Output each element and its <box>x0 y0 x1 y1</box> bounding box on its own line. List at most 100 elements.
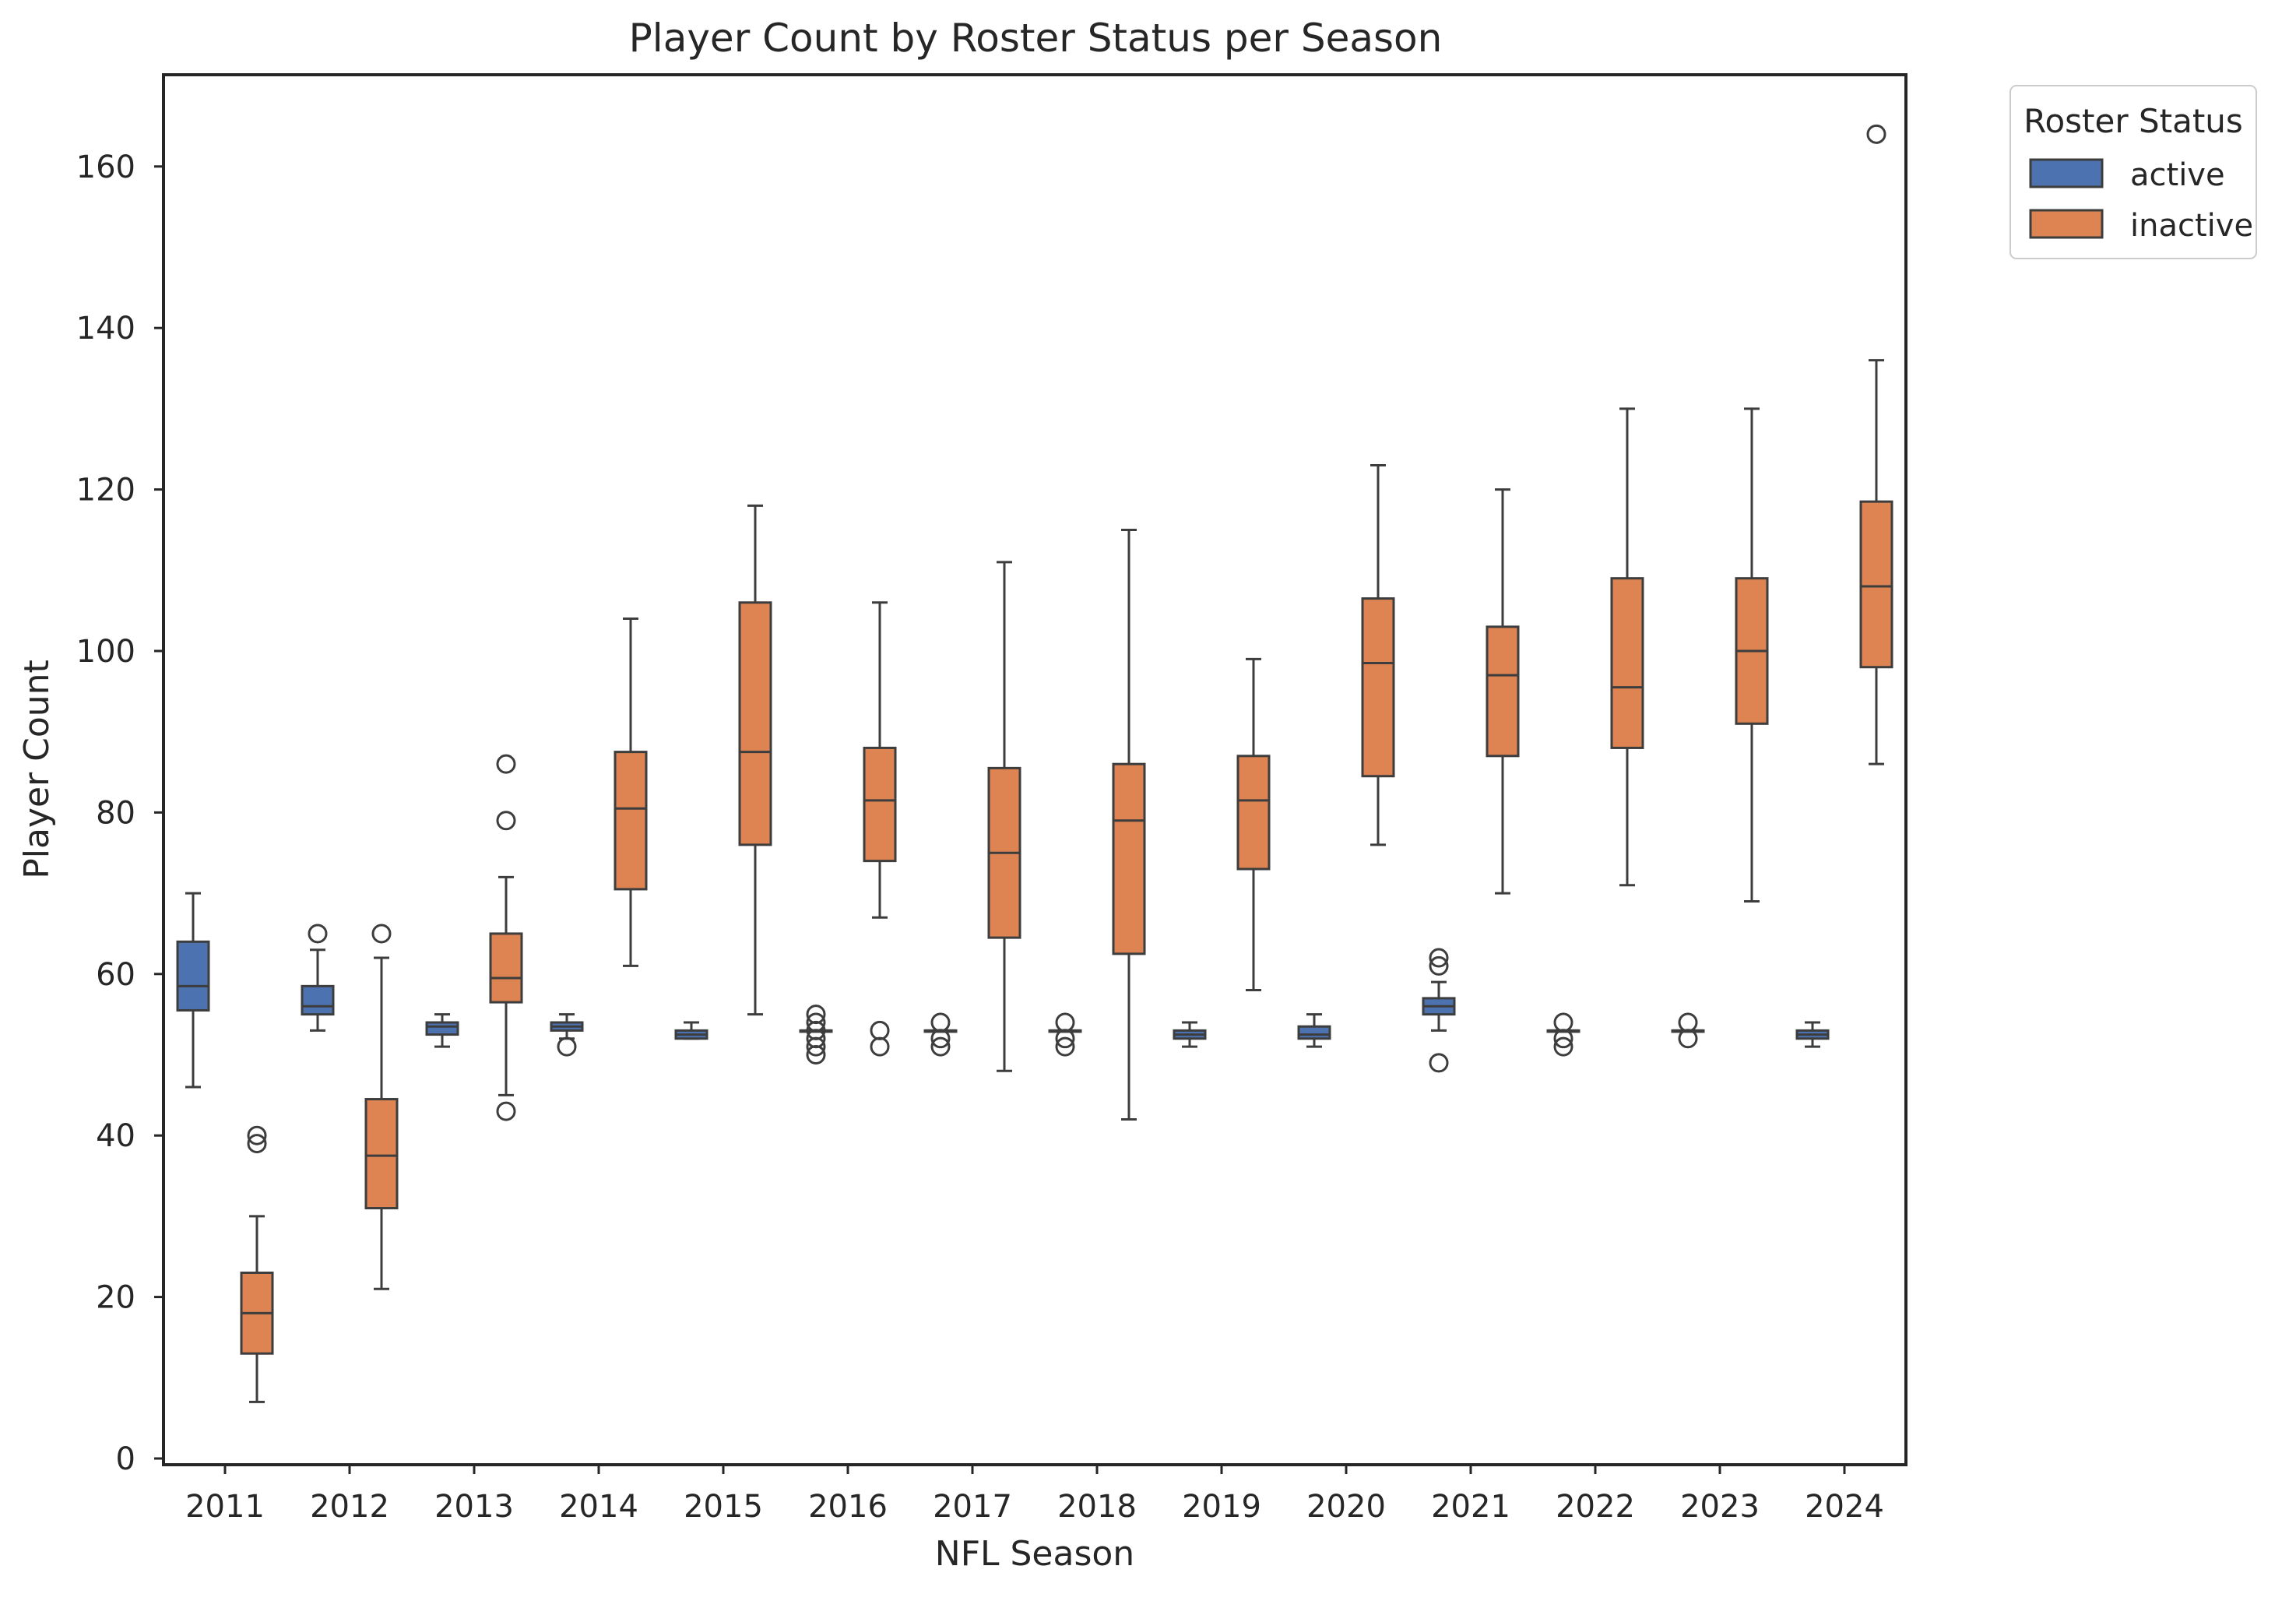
y-tick-label: 0 <box>116 1441 135 1477</box>
outlier-point <box>1429 1053 1449 1073</box>
box-inactive-2013 <box>489 754 523 1121</box>
box-active-2016 <box>799 1005 833 1064</box>
box-body <box>301 984 335 1016</box>
box-body <box>614 751 648 891</box>
box-body <box>1610 577 1644 749</box>
box-inactive-2018 <box>1112 528 1146 1121</box>
x-tick-label: 2014 <box>559 1489 638 1525</box>
x-tick-label: 2012 <box>310 1489 389 1525</box>
box-plot-series <box>176 124 1893 1403</box>
plot-area-frame <box>162 73 1907 1466</box>
outlier-point <box>806 1045 826 1064</box>
box-body <box>364 1098 399 1210</box>
y-tick-label: 100 <box>76 634 135 670</box>
box-inactive-2011 <box>240 1125 274 1403</box>
box-active-2013 <box>425 1013 459 1048</box>
y-tick-label: 60 <box>96 957 135 993</box>
outlier-point <box>308 924 328 944</box>
outlier-point <box>496 811 516 831</box>
box-body <box>1236 755 1271 871</box>
legend-label-active: active <box>2130 157 2225 193</box>
box-body <box>738 601 772 846</box>
x-tick-label: 2016 <box>808 1489 888 1525</box>
series-active <box>176 892 1830 1089</box>
x-tick-label: 2023 <box>1680 1489 1760 1525</box>
outlier-point <box>870 1036 890 1057</box>
outlier-point <box>247 1125 267 1145</box>
x-tick-label: 2024 <box>1805 1489 1884 1525</box>
y-tick-label: 80 <box>96 795 135 831</box>
outlier-point <box>806 1036 826 1057</box>
chart-title: Player Count by Roster Status per Season <box>629 16 1443 61</box>
outlier-point <box>1678 1029 1698 1049</box>
legend-title: Roster Status <box>2024 102 2243 140</box>
box-body <box>1297 1025 1331 1040</box>
y-tick-label: 120 <box>76 473 135 508</box>
box-inactive-2016 <box>863 601 897 1057</box>
legend-swatch-active <box>2029 158 2104 188</box>
x-tick-label: 2017 <box>933 1489 1012 1525</box>
box-inactive-2022 <box>1610 407 1644 887</box>
x-tick-label: 2021 <box>1431 1489 1510 1525</box>
outlier-point <box>371 924 392 944</box>
box-body <box>1361 597 1395 778</box>
y-axis-label: Player Count <box>17 660 57 879</box>
box-inactive-2017 <box>987 561 1021 1072</box>
box-body <box>176 940 210 1012</box>
x-tick-label: 2015 <box>684 1489 763 1525</box>
outlier-point <box>1055 1036 1075 1057</box>
legend: Roster Status active inactive <box>2009 85 2257 259</box>
y-tick-label: 40 <box>96 1118 135 1154</box>
x-tick-label: 2019 <box>1182 1489 1261 1525</box>
y-axis-ticks: 0 20 40 60 80 100 120 140 160 <box>76 150 163 1477</box>
outlier-point <box>1553 1036 1573 1057</box>
legend-swatch-inactive <box>2029 209 2104 239</box>
box-inactive-2023 <box>1735 407 1769 903</box>
outlier-point <box>496 754 516 774</box>
box-active-2015 <box>674 1021 708 1040</box>
legend-label-inactive: inactive <box>2130 208 2253 244</box>
box-body <box>489 932 523 1004</box>
y-tick-label: 20 <box>96 1280 135 1316</box>
box-body <box>425 1021 459 1036</box>
box-inactive-2015 <box>738 504 772 1016</box>
box-active-2014 <box>550 1013 584 1057</box>
box-inactive-2020 <box>1361 463 1395 846</box>
box-inactive-2014 <box>614 618 648 967</box>
series-inactive <box>240 124 1893 1403</box>
box-active-2011 <box>176 892 210 1089</box>
box-body <box>863 746 897 863</box>
box-body <box>1486 625 1520 758</box>
y-tick-label: 160 <box>76 150 135 185</box>
outlier-point <box>1429 955 1449 976</box>
box-inactive-2024 <box>1859 124 1893 765</box>
box-body <box>1859 500 1893 669</box>
outlier-point <box>247 1134 267 1154</box>
x-axis-label: NFL Season <box>935 1534 1134 1574</box>
box-inactive-2012 <box>364 924 399 1290</box>
x-tick-label: 2011 <box>185 1489 265 1525</box>
outlier-point <box>557 1036 577 1057</box>
box-active-2012 <box>301 924 335 1032</box>
outlier-point <box>496 1101 516 1121</box>
outlier-point <box>1055 1029 1075 1049</box>
outlier-point <box>930 1029 951 1049</box>
x-tick-label: 2013 <box>434 1489 514 1525</box>
box-inactive-2019 <box>1236 657 1271 992</box>
outlier-point <box>930 1036 951 1057</box>
outlier-point <box>1429 948 1449 968</box>
box-inactive-2021 <box>1486 488 1520 895</box>
x-axis-ticks: 2011 2012 2013 2014 2015 2016 2017 2018 2019 2020… <box>185 1465 1884 1525</box>
box-active-2023 <box>1671 1012 1705 1049</box>
box-body <box>1112 762 1146 955</box>
outlier-point <box>1866 124 1886 144</box>
box-active-2021 <box>1422 948 1456 1073</box>
y-tick-label: 140 <box>76 311 135 347</box>
box-active-2024 <box>1795 1021 1830 1048</box>
box-active-2020 <box>1297 1013 1331 1048</box>
box-active-2017 <box>923 1012 958 1057</box>
outlier-point <box>1553 1029 1573 1049</box>
x-tick-label: 2020 <box>1306 1489 1386 1525</box>
